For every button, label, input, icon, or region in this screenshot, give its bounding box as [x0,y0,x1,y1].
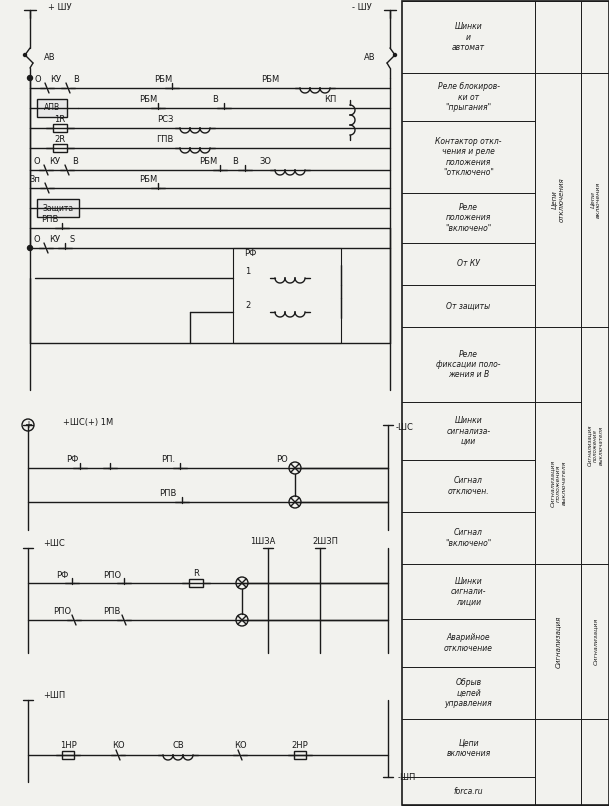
Bar [53,144,67,152]
Text: Реле
фиксации поло-
жения и В: Реле фиксации поло- жения и В [436,350,501,380]
Text: О: О [33,235,40,244]
Text: КУ: КУ [49,157,60,167]
Text: В: В [232,157,238,167]
Text: Аварийное
отключение: Аварийное отключение [444,634,493,653]
Text: +: + [24,420,32,430]
Text: КУ: КУ [49,235,60,244]
Text: КО: КО [234,741,246,750]
Text: Сигнал
отключен.: Сигнал отключен. [448,476,489,496]
Text: + ШУ: + ШУ [48,3,72,13]
Text: РПВ: РПВ [160,489,177,498]
Text: От защиты: От защиты [446,301,491,310]
Text: О: О [33,157,40,167]
Text: ГПВ: ГПВ [157,135,174,144]
Text: РПО: РПО [53,608,71,617]
Text: 2: 2 [245,301,251,310]
Text: Сигнализация: Сигнализация [593,618,597,665]
Text: -ШП: -ШП [398,772,417,782]
Text: 2НР: 2НР [292,741,308,750]
Text: 2ШЗП: 2ШЗП [312,537,338,546]
Text: Сигнализация: Сигнализация [555,615,561,667]
Text: 1: 1 [245,268,251,276]
Text: 1НР: 1НР [60,741,76,750]
Circle shape [27,76,32,81]
Bar [37,99,67,117]
Text: О: О [35,76,41,85]
Text: В: В [73,76,79,85]
Text: АПВ: АПВ [44,103,60,113]
Text: РПВ: РПВ [104,608,121,617]
Text: РФ: РФ [66,455,78,464]
Text: РБМ: РБМ [199,157,217,167]
Text: РБМ: РБМ [139,176,157,185]
Bar [402,1,609,805]
Bar [189,579,203,587]
Text: КО: КО [111,741,124,750]
Text: S: S [69,235,75,244]
Text: +ШС(+) 1М: +ШС(+) 1М [63,418,113,426]
Text: От КУ: От КУ [457,260,480,268]
Text: Цепи
включения: Цепи включения [446,738,491,758]
Text: Шинки
и
автомат: Шинки и автомат [452,22,485,52]
Text: РО: РО [276,455,288,464]
Text: Защита: Защита [43,203,74,213]
Text: РПВ: РПВ [41,215,58,225]
Text: ЗО: ЗО [259,157,271,167]
Text: В: В [212,95,218,105]
Bar [294,751,306,759]
Text: +ШП: +ШП [43,691,65,700]
Text: РСЗ: РСЗ [157,115,173,124]
Text: Сигнализация
положения
выключателя: Сигнализация положения выключателя [550,459,566,507]
Text: РБМ: РБМ [139,95,157,105]
Text: АВ: АВ [364,53,376,63]
Text: Цепи
отключения: Цепи отключения [551,177,565,222]
Text: +ШС: +ШС [43,538,65,547]
Text: В: В [72,157,78,167]
Text: КУ: КУ [51,76,62,85]
Text: 2R: 2R [54,135,66,143]
Text: forca.ru: forca.ru [454,787,484,796]
Bar [37,199,79,217]
Text: R: R [193,568,199,578]
Text: СВ: СВ [172,741,184,750]
Text: Сигнал
"включено": Сигнал "включено" [445,528,491,548]
Text: Реле блокиров-
ки от
"прыгания": Реле блокиров- ки от "прыгания" [437,82,499,112]
Text: Обрыв
цепей
управления: Обрыв цепей управления [445,678,492,708]
Text: Контактор откл-
чения и реле
положения
"отключено": Контактор откл- чения и реле положения "… [435,137,502,177]
Text: Шинки
сигнализа-
ции: Шинки сигнализа- ции [446,416,491,446]
Bar [62,751,74,759]
Circle shape [393,53,396,56]
Bar [53,124,67,132]
Text: 1R: 1R [54,114,66,123]
Text: Реле
положения
"включено": Реле положения "включено" [445,203,491,233]
Text: АВ: АВ [44,53,55,63]
Text: 1ШЗА: 1ШЗА [250,537,276,546]
Circle shape [24,53,27,56]
Text: РФ: РФ [56,571,68,580]
Text: - ШУ: - ШУ [352,3,372,13]
Text: РПО: РПО [103,571,121,580]
Text: Сигнализация
положения
выключателя: Сигнализация положения выключателя [586,425,604,466]
Text: КП: КП [324,94,336,103]
Text: 3п: 3п [30,176,40,185]
Text: Цепи
включения: Цепи включения [590,182,600,218]
Text: Шинки
сигнали-
лиции: Шинки сигнали- лиции [451,576,486,606]
Text: РП.: РП. [161,455,175,464]
Text: РБМ: РБМ [154,76,172,85]
Circle shape [27,246,32,251]
Text: РФ: РФ [244,248,256,257]
Text: РБМ: РБМ [261,76,279,85]
Bar [233,248,341,343]
Text: -ШС: -ШС [396,423,414,433]
